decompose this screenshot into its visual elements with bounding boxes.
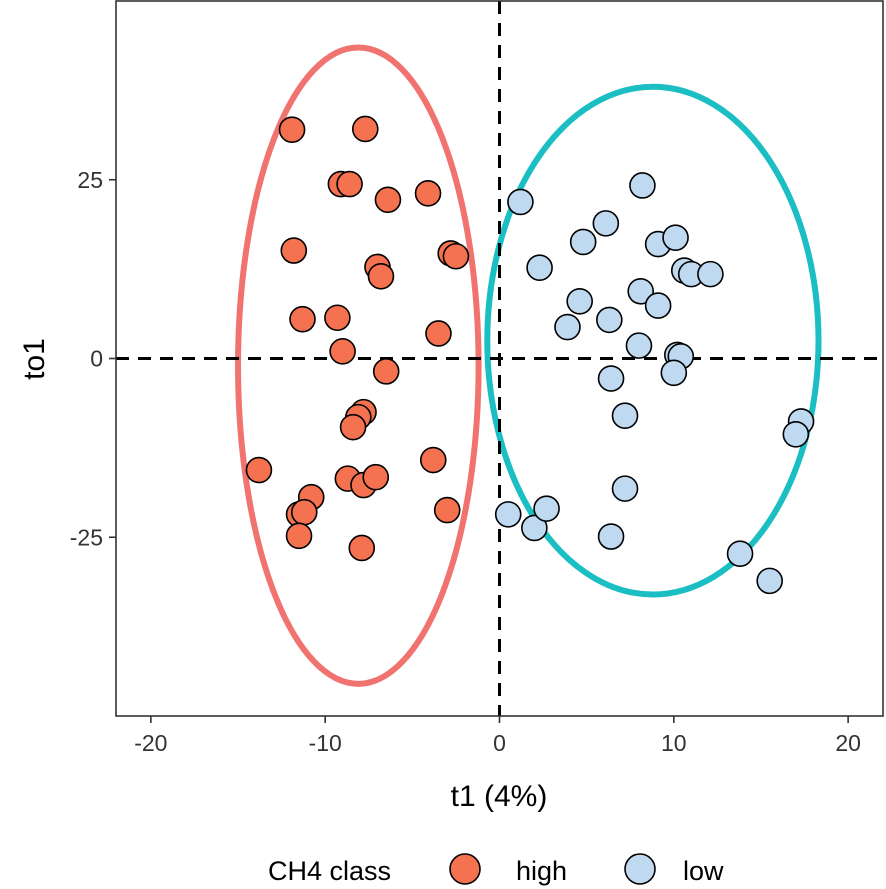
point-high (290, 498, 318, 526)
x-tick-label: 0 (493, 730, 506, 756)
point-high (442, 242, 470, 270)
point-high (339, 413, 367, 441)
point-high (351, 115, 379, 143)
x-axis: -20 -10 0 10 20 (134, 716, 861, 756)
point-low (526, 254, 553, 281)
point-low (596, 306, 623, 334)
legend-key-low (624, 853, 656, 885)
legend-label-low: low (683, 856, 724, 886)
point-high (329, 338, 356, 365)
x-tick-label: 10 (661, 730, 687, 756)
point-low (644, 292, 672, 319)
point-high (278, 116, 306, 143)
reference-lines (116, 1, 883, 716)
ellipse-high (235, 44, 482, 687)
point-low (494, 501, 522, 528)
point-high (348, 534, 376, 562)
point-low (782, 420, 810, 448)
point-high (362, 463, 390, 491)
point-high (374, 186, 402, 214)
point-high (414, 180, 442, 207)
y-tick-label: -25 (70, 524, 103, 550)
data-points (245, 115, 815, 595)
point-low (566, 287, 593, 315)
point-high (289, 305, 316, 333)
y-tick-label: 25 (77, 167, 103, 193)
confidence-ellipses (235, 44, 822, 687)
point-low (592, 210, 620, 237)
point-low (597, 365, 625, 392)
point-low (521, 514, 548, 542)
point-high (425, 320, 452, 347)
y-axis: -25 0 25 (70, 167, 116, 550)
point-high (367, 262, 395, 290)
point-low (569, 228, 597, 256)
point-low (627, 277, 654, 305)
legend-key-high (449, 853, 481, 885)
point-low (629, 172, 656, 199)
point-low (611, 402, 639, 430)
point-high (372, 358, 400, 385)
ellipse-low (484, 83, 822, 598)
x-tick-label: 20 (835, 730, 861, 756)
point-low (662, 224, 689, 251)
point-high (324, 304, 351, 332)
point-low (756, 567, 783, 595)
point-low (554, 313, 581, 341)
point-high (280, 237, 308, 264)
y-axis-title: to1 (18, 338, 51, 380)
point-low (660, 359, 688, 387)
point-high (245, 456, 273, 484)
point-high (285, 522, 313, 550)
legend-title: CH4 class (268, 856, 391, 886)
legend: CH4 class high low (268, 853, 724, 886)
point-low (611, 475, 639, 502)
point-high (419, 446, 447, 474)
point-low (597, 523, 625, 550)
point-low (697, 260, 724, 288)
x-tick-label: -10 (309, 730, 342, 756)
point-high (433, 496, 461, 524)
point-low (726, 540, 754, 567)
point-low (507, 188, 534, 216)
point-low (625, 332, 653, 359)
x-axis-title: t1 (4%) (451, 780, 548, 813)
point-low (533, 495, 560, 522)
point-high (336, 170, 363, 198)
legend-label-high: high (516, 856, 567, 886)
x-tick-label: -20 (134, 730, 167, 756)
y-tick-label: 0 (90, 346, 103, 372)
